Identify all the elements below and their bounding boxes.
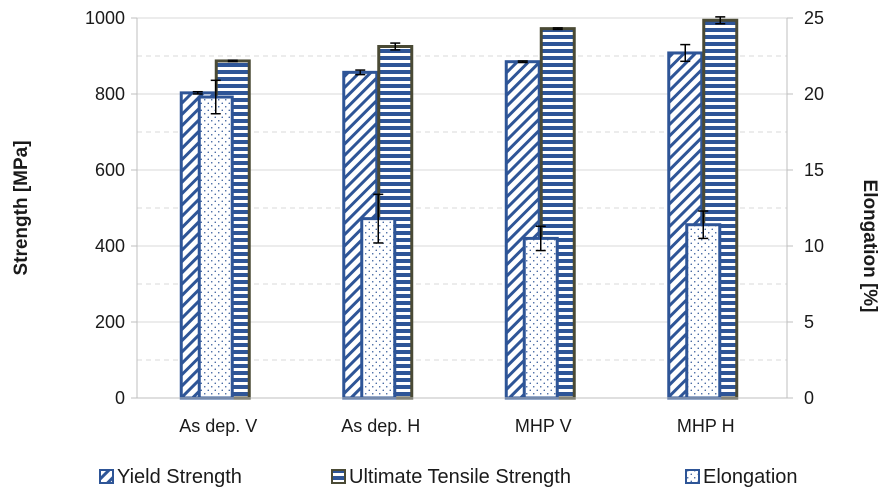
legend-label: Yield Strength (117, 466, 242, 488)
axes (131, 17, 793, 399)
y-right-tick-label: 0 (804, 388, 814, 408)
legend-item: Yield Strength (99, 466, 242, 488)
y-left-tick-label: 200 (95, 312, 125, 332)
x-tick-label: MHP V (515, 416, 572, 436)
y-left-tick-label: 0 (115, 388, 125, 408)
legend-swatch (99, 469, 114, 484)
y-left-tick-label: 800 (95, 84, 125, 104)
legend-item: Ultimate Tensile Strength (331, 466, 571, 488)
y-right-tick-label: 25 (804, 8, 824, 28)
tick-labels: 0 200 400 600 800 1000 0 5 10 15 20 25 As dep. V As d… (85, 8, 824, 436)
legend-item: Elongation (685, 466, 798, 488)
legend: Yield Strength Ultimate Tensile Strength E… (99, 466, 798, 488)
bar-dots (197, 95, 234, 400)
bar-dots (522, 236, 559, 400)
y-left-tick-label: 400 (95, 236, 125, 256)
bar-dots (360, 217, 397, 400)
bars (179, 18, 739, 400)
y-right-tick-label: 20 (804, 84, 824, 104)
y-left-tick-label: 600 (95, 160, 125, 180)
x-tick-label: MHP H (677, 416, 735, 436)
legend-label: Ultimate Tensile Strength (349, 466, 571, 488)
y-axis-left-title: Strength [MPa] (11, 140, 32, 275)
y-right-tick-label: 5 (804, 312, 814, 332)
legend-swatch (331, 469, 346, 484)
y-right-tick-label: 10 (804, 236, 824, 256)
x-tick-label: As dep. V (179, 416, 257, 436)
x-tick-label: As dep. H (341, 416, 420, 436)
legend-swatch (685, 469, 700, 484)
error-bars (192, 16, 726, 252)
y-axis-right-title: Elongation [%] (859, 180, 880, 313)
bar-dots (685, 223, 722, 400)
y-left-tick-label: 1000 (85, 8, 125, 28)
y-right-tick-label: 15 (804, 160, 824, 180)
legend-label: Elongation (703, 466, 798, 488)
